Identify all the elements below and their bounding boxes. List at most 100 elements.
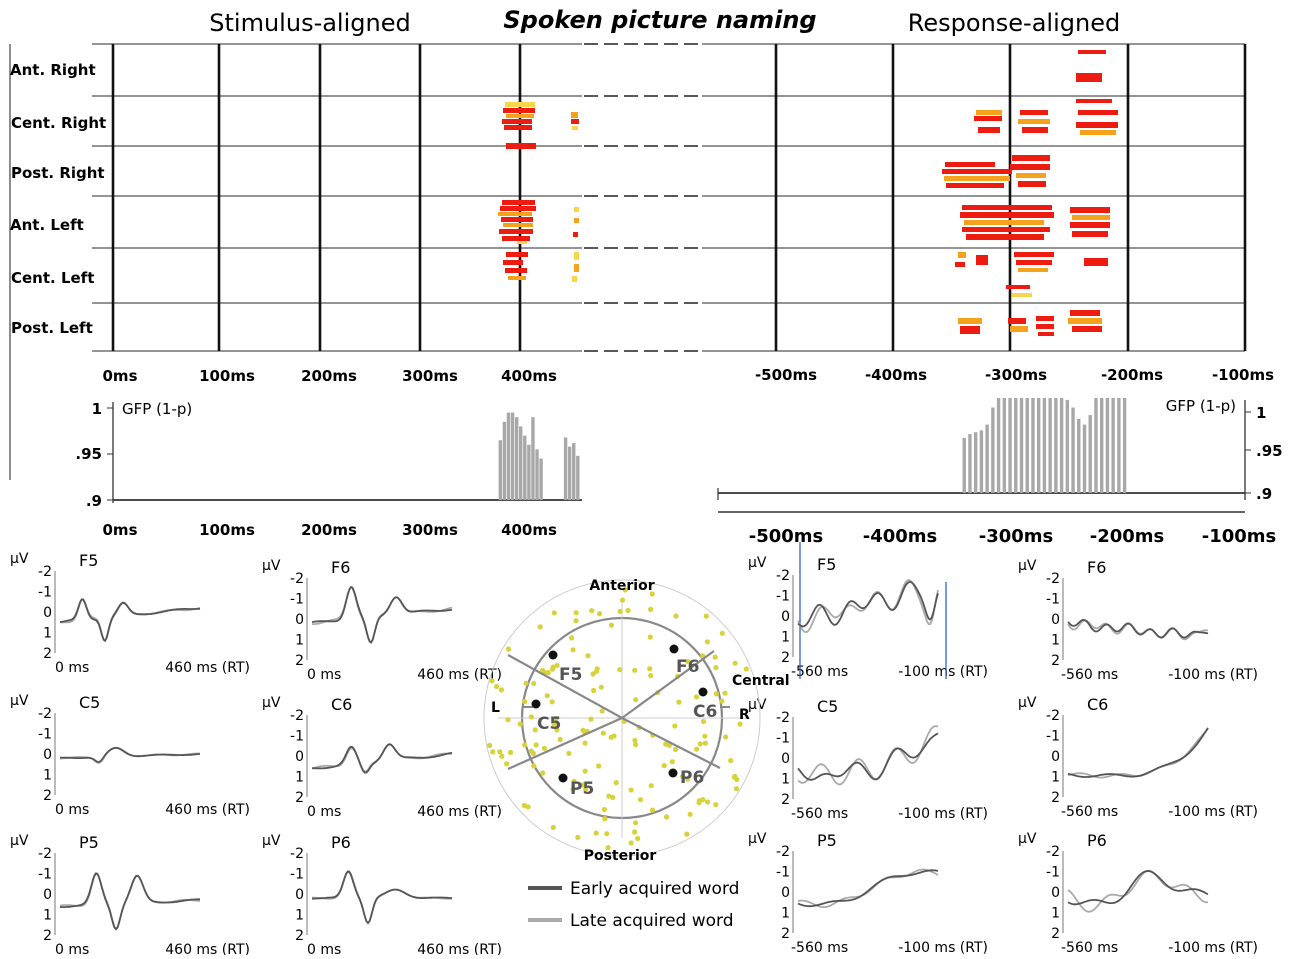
electrode-dot — [633, 697, 639, 703]
gfp-tick-9-left: .9 — [86, 492, 102, 510]
electrode-dot — [505, 646, 512, 652]
electrode-dot — [532, 727, 538, 733]
dashed-bridge — [584, 43, 700, 352]
electrode-dot — [505, 717, 511, 723]
erp-unit-label: µV — [262, 833, 281, 849]
row-label-post-right: Post. Right — [11, 164, 105, 182]
electrode-dot — [669, 759, 675, 765]
erp-trace-early — [311, 743, 453, 774]
electrode-dot — [585, 653, 591, 659]
electrode-dot — [663, 814, 670, 820]
electrode-dot — [487, 742, 493, 749]
gfp-bar — [985, 424, 989, 493]
erp-panel-title: C5 — [817, 697, 838, 716]
row-label-post-left: Post. Left — [11, 319, 93, 337]
electrode-dot — [628, 787, 634, 793]
erp-ytick: 2 — [295, 790, 304, 806]
electrode-dot — [685, 776, 691, 782]
erp-ytick: -2 — [1046, 844, 1060, 860]
electrode-dots — [487, 587, 749, 851]
electrode-dot — [728, 758, 734, 764]
erp-x-end: -100 ms (RT) — [1168, 667, 1258, 683]
erp-ytick: 1 — [43, 908, 52, 924]
electrode-dot — [602, 816, 608, 822]
electrode-dot — [541, 745, 548, 752]
erp-ytick: 0 — [1051, 612, 1060, 628]
electrode-dot — [507, 749, 514, 756]
stim-tick-1: 100ms — [199, 367, 255, 385]
erp-ytick: 0 — [781, 609, 790, 625]
response-grid — [702, 43, 1245, 352]
electrode-dot — [722, 690, 728, 696]
erp-panel-title: P5 — [817, 831, 837, 850]
electrode-dot — [635, 835, 641, 842]
electrode-dot — [597, 611, 603, 617]
erp-panel-resp-f6: µV F6 -2 -1 0 1 2-560 ms -100 ms (RT) — [1018, 558, 1258, 683]
erp-ytick: -2 — [290, 571, 304, 587]
electrode-dot — [649, 807, 656, 813]
gfp-stim-axis-ticks: 0ms 100ms 200ms 300ms 400ms — [103, 521, 558, 539]
gfp-resp-tick-2: -300ms — [979, 526, 1054, 547]
erp-trace-early — [59, 746, 201, 763]
electrode-dot — [608, 734, 614, 740]
gfp-stim-tick-3: 300ms — [402, 521, 458, 539]
electrode-dot — [599, 708, 605, 714]
electrode-dot — [553, 716, 559, 722]
erp-x-end: -100 ms (RT) — [898, 940, 988, 955]
electrode-dot — [672, 723, 678, 729]
gfp-bar — [968, 434, 972, 493]
electrode-label-c6: C6 — [693, 702, 717, 722]
erp-panel-title: F5 — [817, 555, 836, 574]
erp-unit-label: µV — [748, 831, 767, 847]
erp-ytick: 1 — [781, 630, 790, 646]
erp-x-start: -560 ms — [1061, 940, 1118, 955]
gfp-resp-tick-3: -200ms — [1090, 526, 1165, 547]
gfp-bar — [514, 417, 519, 500]
electrode-dot — [647, 634, 653, 640]
gfp-bar — [1065, 399, 1070, 493]
erp-unit-label: µV — [262, 558, 281, 574]
electrode-dot — [598, 684, 604, 690]
electrode-dot — [551, 721, 557, 728]
stimulus-time-lines — [111, 44, 522, 351]
gfp-bar — [1019, 398, 1024, 493]
gfp-resp-axis-ticks: -500ms -400ms -300ms -200ms -100ms — [749, 526, 1277, 547]
electrode-dot — [590, 671, 596, 677]
erp-panel-title: P6 — [1087, 831, 1107, 850]
electrode-dot — [570, 786, 576, 793]
erp-ytick: -1 — [290, 592, 304, 608]
gfp-bar — [991, 407, 995, 493]
erp-ytick: -2 — [290, 708, 304, 724]
erp-ytick: -1 — [38, 585, 52, 601]
erp-ytick: 1 — [1051, 906, 1060, 922]
erp-panel-resp-f5: µV F5 -2 -1 0 1 2-560 ms -100 ms (RT) — [748, 542, 988, 680]
gfp-tick-1-left: 1 — [92, 400, 102, 418]
erp-trace-late — [1067, 728, 1209, 779]
gfp-bar — [519, 426, 523, 500]
heatmap-response — [942, 50, 1118, 336]
electrode-dot — [549, 699, 555, 705]
electrode-dot — [573, 618, 579, 624]
resp-tick-1: -400ms — [865, 366, 927, 384]
resp-tick-2: -300ms — [985, 366, 1047, 384]
erp-x-start: -560 ms — [1061, 804, 1118, 820]
electrode-dot — [498, 687, 504, 693]
electrode-dot — [648, 606, 654, 613]
erp-ytick: 0 — [43, 747, 52, 763]
electrode-dot — [648, 673, 654, 679]
gfp-bar — [1082, 424, 1087, 493]
erp-trace-early — [59, 598, 201, 643]
gfp-stimulus-panel: GFP (1-p) 1 .95 .9 — [75, 400, 582, 510]
electrode-dot — [550, 666, 556, 672]
electrode-dot — [719, 698, 725, 704]
electrode-dot — [566, 750, 572, 757]
electrode-dot — [702, 733, 708, 739]
erp-panel-resp-p6: µV P6 -2 -1 0 1 2-560 ms -100 ms (RT) — [1018, 831, 1258, 956]
electrode-dot — [697, 741, 703, 747]
resp-tick-4: -100ms — [1212, 366, 1274, 384]
erp-panel-stim-f6: µV F6 -2 -1 0 1 20 ms 460 ms (RT) — [262, 558, 502, 683]
erp-ytick: -2 — [38, 564, 52, 580]
electrode-dot — [632, 667, 638, 673]
erp-ytick: 2 — [781, 650, 790, 666]
